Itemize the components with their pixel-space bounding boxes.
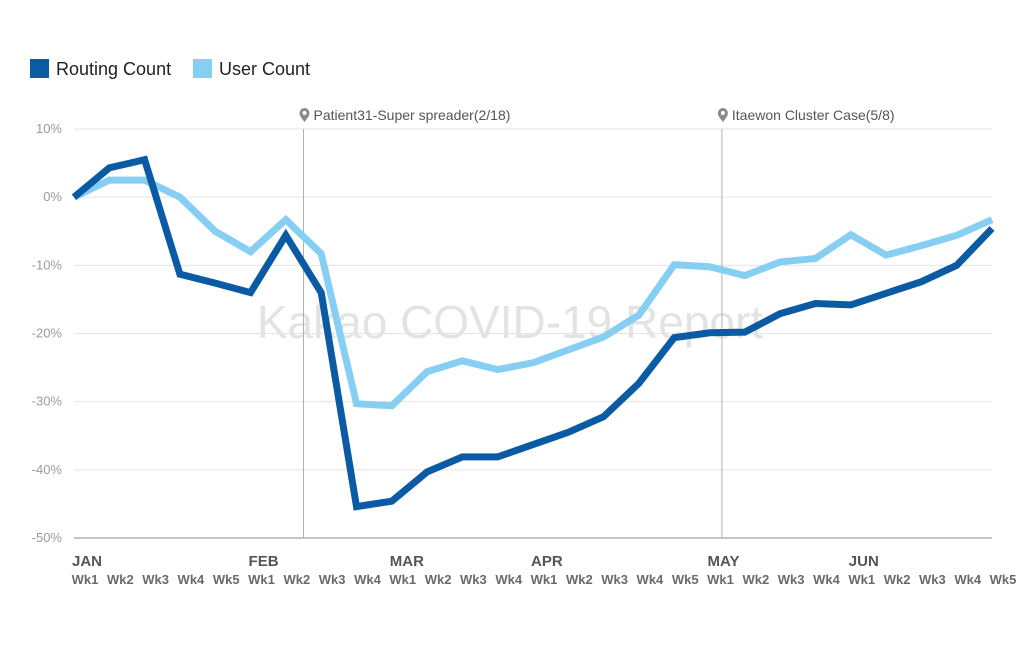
week-label: Wk1 <box>72 572 99 587</box>
y-axis-ticks: 10% 0% -10% -20% -30% -40% -50% <box>32 121 63 545</box>
week-label: Wk5 <box>213 572 240 587</box>
week-label: Wk3 <box>601 572 628 587</box>
week-label: Wk4 <box>354 572 382 587</box>
location-pin-icon <box>299 108 310 122</box>
week-label: Wk4 <box>178 572 206 587</box>
week-label: Wk3 <box>142 572 169 587</box>
month-label: MAY <box>708 553 740 570</box>
month-label: JUN <box>849 553 879 570</box>
week-label: Wk1 <box>248 572 275 587</box>
week-label: Wk4 <box>637 572 665 587</box>
y-tick-label: -50% <box>32 530 63 545</box>
week-label: Wk2 <box>283 572 310 587</box>
series-lines <box>71 155 995 511</box>
legend-label-routing-count: Routing Count <box>56 59 171 79</box>
week-label: Wk2 <box>742 572 769 587</box>
gridlines <box>74 128 992 539</box>
week-label: Wk4 <box>813 572 841 587</box>
x-axis-ticks: JAN FEB MAR APR MAY JUN Wk1 Wk2 Wk3 Wk4 Wk5 Wk1 Wk2 W… <box>72 553 1017 587</box>
week-label: Wk5 <box>672 572 699 587</box>
month-label: MAR <box>390 553 424 570</box>
week-label: Wk2 <box>566 572 593 587</box>
week-label: Wk1 <box>707 572 734 587</box>
week-label: Wk1 <box>531 572 558 587</box>
y-tick-label: 0% <box>43 189 62 204</box>
week-label: Wk3 <box>319 572 346 587</box>
week-label: Wk4 <box>954 572 982 587</box>
week-label: Wk2 <box>884 572 911 587</box>
annotation-label: Patient31-Super spreader(2/18) <box>314 107 511 123</box>
week-label: Wk3 <box>460 572 487 587</box>
week-label: Wk3 <box>778 572 805 587</box>
pin-hole <box>720 111 725 115</box>
y-tick-label: -10% <box>32 257 63 272</box>
week-label: Wk1 <box>389 572 416 587</box>
month-label: JAN <box>72 553 102 570</box>
week-label: Wk3 <box>919 572 946 587</box>
month-label: APR <box>531 553 563 570</box>
location-pin-icon <box>717 108 728 122</box>
y-tick-label: -30% <box>32 394 63 409</box>
pin-hole <box>302 111 307 115</box>
y-tick-label: -20% <box>32 326 63 341</box>
y-tick-label: 10% <box>36 121 62 136</box>
week-label: Wk5 <box>990 572 1017 587</box>
legend: Routing Count User Count <box>30 59 310 79</box>
series-line-routing-count <box>71 155 995 511</box>
series-line-user-count <box>72 176 994 410</box>
legend-label-user-count: User Count <box>219 59 310 79</box>
week-label: Wk1 <box>848 572 875 587</box>
week-label: Wk4 <box>495 572 523 587</box>
legend-swatch-user-count <box>193 59 212 78</box>
month-label: FEB <box>249 553 279 570</box>
annotation-label: Itaewon Cluster Case(5/8) <box>732 107 895 123</box>
legend-swatch-routing-count <box>30 59 49 78</box>
week-label: Wk2 <box>425 572 452 587</box>
y-tick-label: -40% <box>32 462 63 477</box>
week-label: Wk2 <box>107 572 134 587</box>
